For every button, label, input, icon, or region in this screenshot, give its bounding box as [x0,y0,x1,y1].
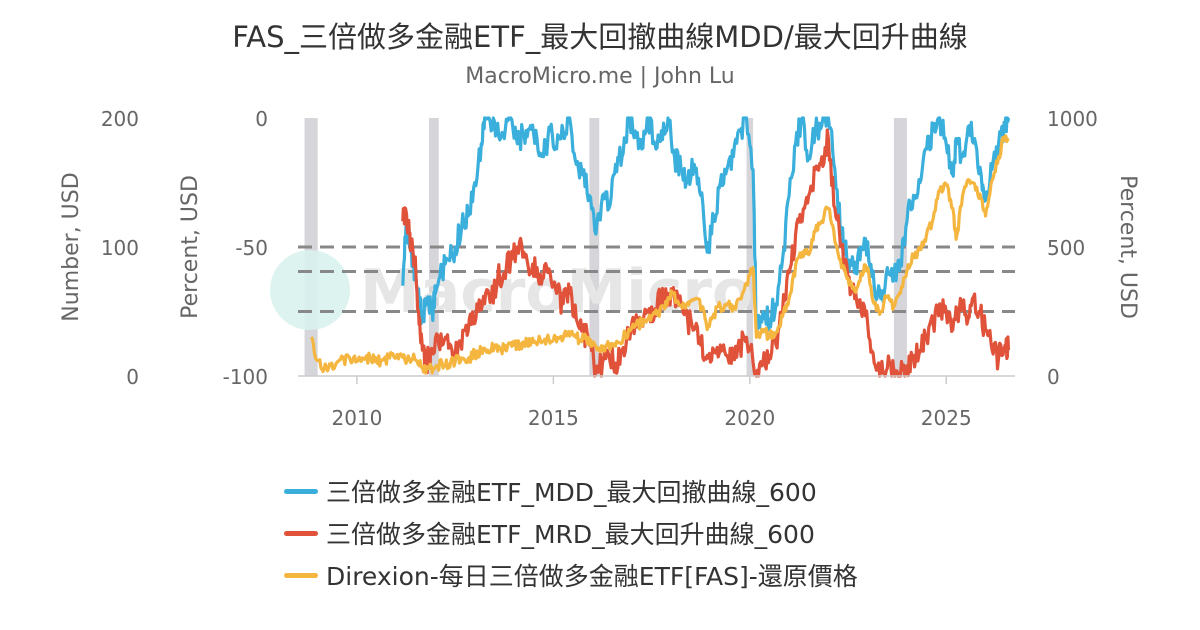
legend-swatch-mdd [284,488,318,494]
right-tick-0: 0 [1047,365,1060,389]
right-axis-label: Percent, USD [1115,175,1140,319]
legend-item-mrd[interactable]: 三倍做多金融ETF_MRD_最大回升曲線_600 [284,512,858,554]
x-tick-label-2025: 2025 [921,406,972,430]
legend-swatch-price [284,572,318,578]
series-line-price [309,134,1010,375]
left-outer-tick-100: 100 [101,236,139,260]
left-inner-tick--50: -50 [235,236,268,260]
left-outer-tick-0: 0 [126,365,139,389]
legend-label-mrd: 三倍做多金融ETF_MRD_最大回升曲線_600 [326,520,815,549]
legend-item-mdd[interactable]: 三倍做多金融ETF_MDD_最大回撤曲線_600 [284,470,858,512]
x-tick-label-2015: 2015 [528,406,579,430]
left-inner-tick--100: -100 [223,365,268,389]
series-line-mdd [401,116,1011,332]
watermark-logo-icon [270,250,350,330]
x-tick-label-2020: 2020 [724,406,775,430]
legend-label-mdd: 三倍做多金融ETF_MDD_最大回撤曲線_600 [326,478,817,507]
legend-item-price[interactable]: Direxion-每日三倍做多金融ETF[FAS]-還原價格 [284,554,858,596]
left-inner-axis-label: Percent, USD [178,175,203,319]
left-outer-tick-200: 200 [101,107,139,131]
right-tick-500: 500 [1047,236,1085,260]
right-tick-1000: 1000 [1047,107,1098,131]
legend: 三倍做多金融ETF_MDD_最大回撤曲線_600 三倍做多金融ETF_MRD_最… [284,470,858,596]
left-outer-axis-label: Number, USD [59,172,84,321]
legend-swatch-mrd [284,530,318,536]
axes: 2010 2015 2020 202520010000-50-10010005000N… [59,107,1140,430]
chart-title: FAS_三倍做多金融ETF_最大回撤曲線MDD/最大回升曲線 [232,20,968,54]
left-inner-tick-0: 0 [255,107,268,131]
chart-subtitle: MacroMicro.me | John Lu [465,64,735,89]
x-tick-label-2010: 2010 [331,406,382,430]
series-lines [309,116,1011,378]
series-line-mrd [401,128,1011,378]
legend-label-price: Direxion-每日三倍做多金融ETF[FAS]-還原價格 [326,562,858,591]
